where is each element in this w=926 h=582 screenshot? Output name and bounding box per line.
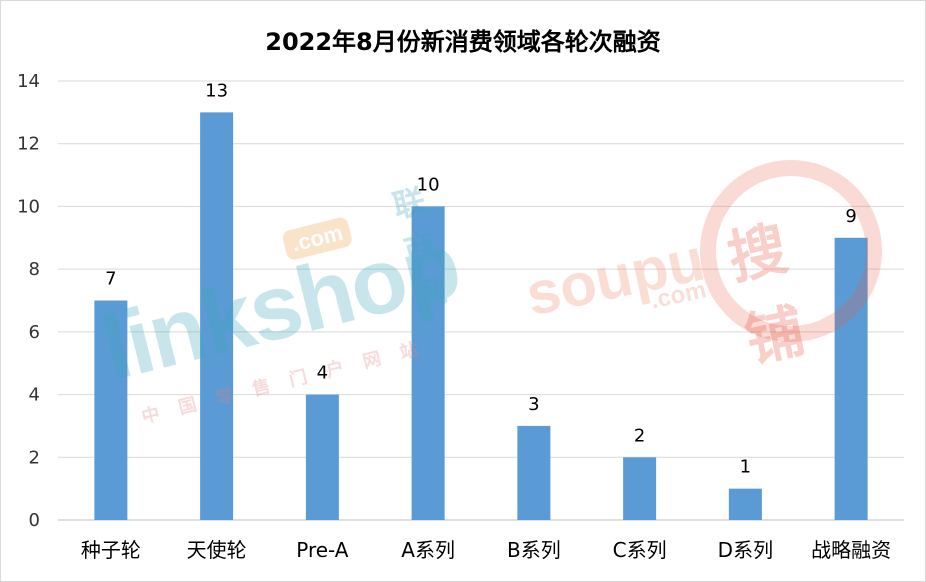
x-tick-label: 战略融资	[811, 538, 891, 562]
x-tick-label: C系列	[613, 538, 667, 562]
y-axis-ticks: 0 2 4 6 8 10 12 14	[17, 71, 40, 531]
bar	[411, 206, 445, 520]
y-tick-label: 0	[29, 510, 40, 531]
x-tick-label: 种子轮	[81, 538, 141, 562]
bar	[305, 394, 339, 520]
y-tick-label: 2	[29, 447, 40, 468]
y-tick-label: 6	[29, 322, 40, 343]
bars	[94, 112, 868, 521]
bar	[200, 112, 234, 520]
data-label: 2	[634, 425, 645, 446]
data-label: 1	[740, 457, 751, 478]
x-tick-label: D系列	[718, 538, 773, 562]
bar	[728, 488, 762, 520]
grid-lines	[58, 80, 904, 521]
x-tick-label: 天使轮	[187, 538, 247, 562]
bar	[834, 237, 868, 521]
bar	[517, 425, 551, 520]
x-tick-label: B系列	[507, 538, 561, 562]
data-label: 10	[417, 174, 440, 195]
y-tick-label: 12	[17, 134, 40, 155]
y-tick-label: 10	[17, 196, 40, 217]
data-labels: 7 13 4 10 3 2 1 9	[105, 80, 857, 477]
data-label: 4	[317, 363, 328, 384]
chart-title: 2022年8月份新消费领域各轮次融资	[265, 28, 661, 56]
bar	[623, 457, 657, 520]
x-axis-ticks: 种子轮 天使轮 Pre-A A系列 B系列 C系列 D系列 战略融资	[81, 538, 891, 562]
x-tick-label: A系列	[401, 538, 455, 562]
data-label: 13	[205, 80, 228, 101]
y-tick-label: 8	[29, 259, 40, 280]
data-label: 7	[105, 269, 116, 290]
y-tick-label: 4	[29, 385, 40, 406]
data-label: 3	[528, 394, 539, 415]
data-label: 9	[845, 206, 856, 227]
x-tick-label: Pre-A	[296, 538, 349, 562]
bar	[94, 300, 128, 520]
y-tick-label: 14	[17, 71, 40, 92]
